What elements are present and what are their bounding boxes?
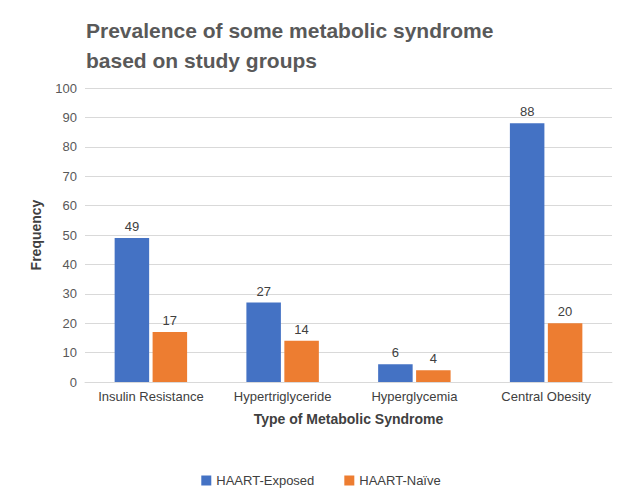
svg-text:HAART-Naïve: HAART-Naïve (359, 473, 440, 488)
svg-text:0: 0 (70, 375, 77, 390)
svg-text:70: 70 (63, 169, 77, 184)
svg-text:Frequency: Frequency (28, 199, 44, 270)
svg-text:90: 90 (63, 110, 77, 125)
svg-text:60: 60 (63, 198, 77, 213)
svg-text:49: 49 (125, 219, 139, 234)
svg-text:6: 6 (392, 345, 399, 360)
svg-text:40: 40 (63, 257, 77, 272)
svg-text:Hyperglycemia: Hyperglycemia (371, 389, 458, 404)
svg-text:17: 17 (163, 313, 177, 328)
svg-text:Hypertriglyceride: Hypertriglyceride (234, 389, 332, 404)
svg-text:Central Obesity: Central Obesity (501, 389, 591, 404)
svg-text:HAART-Exposed: HAART-Exposed (216, 473, 314, 488)
svg-text:50: 50 (63, 228, 77, 243)
svg-text:based on study groups: based on study groups (86, 49, 317, 72)
svg-text:27: 27 (256, 284, 270, 299)
svg-text:Type of Metabolic Syndrome: Type of Metabolic Syndrome (254, 411, 444, 427)
svg-text:Prevalence of some metabolic s: Prevalence of some metabolic syndrome (86, 19, 499, 42)
svg-text:80: 80 (63, 139, 77, 154)
svg-text:88: 88 (520, 104, 534, 119)
svg-text:10: 10 (63, 345, 77, 360)
svg-text:30: 30 (63, 286, 77, 301)
svg-text:20: 20 (63, 316, 77, 331)
svg-text:Insulin Resistance: Insulin Resistance (98, 389, 204, 404)
svg-text:100: 100 (55, 81, 77, 96)
svg-text:4: 4 (430, 351, 437, 366)
svg-text:14: 14 (294, 322, 308, 337)
svg-text:20: 20 (558, 304, 572, 319)
